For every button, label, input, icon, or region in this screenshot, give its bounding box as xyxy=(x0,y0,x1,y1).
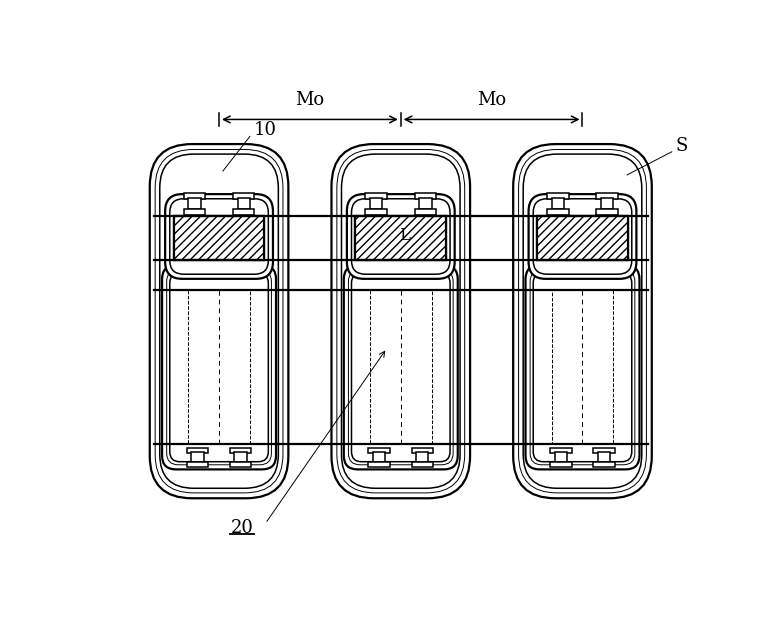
Bar xyxy=(554,452,567,462)
Bar xyxy=(233,209,254,215)
Bar xyxy=(365,193,387,198)
FancyBboxPatch shape xyxy=(529,194,637,279)
Bar xyxy=(238,198,250,209)
Bar xyxy=(537,216,628,260)
Bar xyxy=(365,209,387,215)
Bar xyxy=(594,448,615,453)
Text: 10: 10 xyxy=(253,121,277,139)
Bar xyxy=(419,198,432,209)
Bar xyxy=(233,193,254,198)
Bar xyxy=(601,198,613,209)
Bar xyxy=(355,216,447,260)
Bar xyxy=(598,452,610,462)
Bar xyxy=(551,291,613,445)
Bar xyxy=(174,216,264,260)
Bar xyxy=(192,452,203,462)
Text: L: L xyxy=(399,227,410,244)
Bar xyxy=(547,193,569,198)
Bar xyxy=(230,462,251,467)
Bar xyxy=(597,193,618,198)
Bar xyxy=(547,209,569,215)
FancyBboxPatch shape xyxy=(165,194,273,279)
Bar xyxy=(230,448,251,453)
FancyBboxPatch shape xyxy=(526,265,640,469)
Bar xyxy=(188,198,200,209)
Bar xyxy=(551,198,564,209)
Bar xyxy=(368,448,390,453)
FancyBboxPatch shape xyxy=(162,265,276,469)
Text: 20: 20 xyxy=(231,518,253,537)
Text: S: S xyxy=(676,137,688,155)
Text: Mo: Mo xyxy=(296,92,325,109)
Bar xyxy=(370,291,432,445)
Bar xyxy=(597,209,618,215)
FancyBboxPatch shape xyxy=(347,194,454,279)
Bar xyxy=(416,452,429,462)
Bar xyxy=(174,216,264,260)
Bar xyxy=(370,198,382,209)
FancyBboxPatch shape xyxy=(150,144,289,498)
Bar xyxy=(184,193,205,198)
Bar xyxy=(235,452,247,462)
Bar xyxy=(184,209,205,215)
Bar xyxy=(188,291,250,445)
Bar xyxy=(368,462,390,467)
Bar xyxy=(551,462,572,467)
FancyBboxPatch shape xyxy=(332,144,470,498)
Bar xyxy=(537,216,628,260)
Bar xyxy=(373,452,386,462)
Bar xyxy=(187,462,208,467)
Bar xyxy=(414,193,436,198)
Bar xyxy=(411,462,433,467)
Bar xyxy=(187,448,208,453)
FancyBboxPatch shape xyxy=(344,265,457,469)
Bar xyxy=(411,448,433,453)
Bar xyxy=(355,216,447,260)
Bar xyxy=(551,448,572,453)
Bar xyxy=(414,209,436,215)
Bar xyxy=(594,462,615,467)
Text: Mo: Mo xyxy=(477,92,506,109)
FancyBboxPatch shape xyxy=(513,144,651,498)
